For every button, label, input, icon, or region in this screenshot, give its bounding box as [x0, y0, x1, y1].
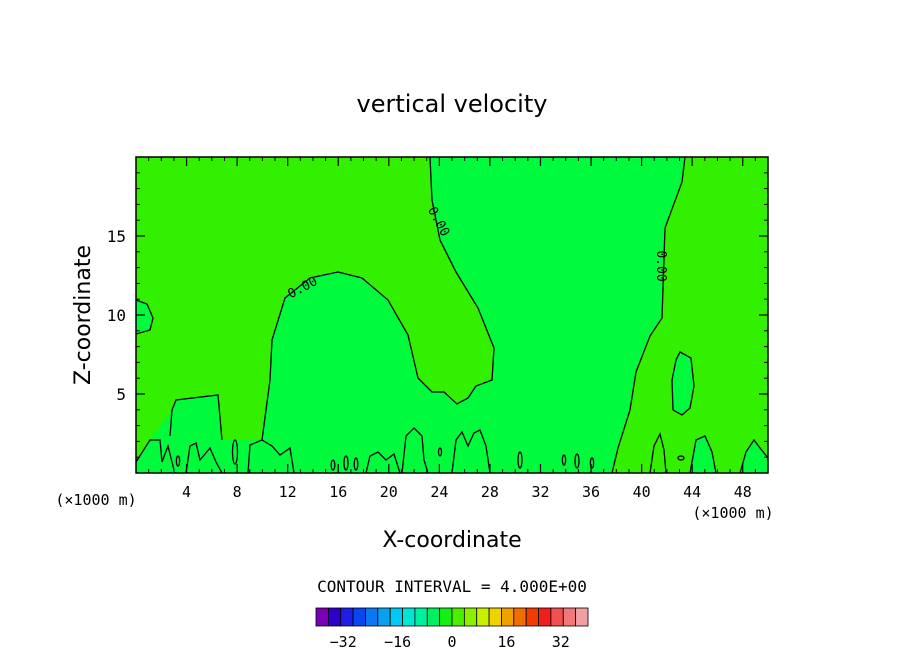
contour-line: [739, 438, 768, 473]
colorbar-swatch: [476, 607, 490, 627]
zero-contour-lines: [136, 157, 768, 473]
contour-line: [247, 439, 295, 473]
y-axis-label: Z-coordinate: [71, 245, 96, 385]
colorbar-swatch: [402, 607, 416, 627]
y-tick-label: 10: [107, 306, 126, 325]
x-tick-label: 24: [430, 483, 448, 501]
contour-line: [649, 432, 667, 473]
colorbar-swatch: [340, 607, 354, 627]
colorbar-swatch: [451, 607, 465, 627]
x-tick-label: 36: [582, 483, 600, 501]
colorbar-swatch: [501, 607, 515, 627]
colorbar-swatch: [562, 607, 577, 627]
x-tick-label: 20: [380, 483, 398, 501]
near-zero-blob: [672, 352, 694, 415]
contour-line: [561, 454, 567, 466]
contour-line: [671, 351, 695, 416]
colorbar-swatch: [488, 607, 502, 627]
contour-interval-label: CONTOUR INTERVAL = 4.000E+00: [317, 577, 587, 596]
colorbar-swatch: [352, 607, 366, 627]
contour-line: [611, 157, 686, 473]
colorbar-swatch: [575, 607, 589, 627]
near-zero-blob: [740, 440, 768, 473]
colorbar-swatch: [327, 607, 342, 627]
contour-line: [677, 455, 685, 461]
colorbar-tick-label: −32: [330, 633, 357, 651]
colorbar-tick-label: 0: [447, 633, 456, 651]
contour-line: [136, 299, 154, 335]
colorbar-tick-label: −16: [384, 633, 411, 651]
x-tick-label: 8: [233, 483, 242, 501]
contour-line: [169, 394, 223, 441]
colorbar-tick-label: 16: [497, 633, 515, 651]
colorbar-swatch: [513, 607, 527, 627]
colorbar-swatch: [389, 607, 403, 627]
chart-title: vertical velocity: [357, 90, 548, 118]
x-tick-label: 44: [683, 483, 701, 501]
contour-line: [401, 427, 429, 473]
contour-line: [231, 439, 239, 465]
contour-line: [365, 451, 401, 473]
colorbar-swatch: [365, 607, 379, 627]
colorbar-swatch: [538, 607, 552, 627]
colorbar: −32 −16 0 16 32: [315, 607, 589, 651]
colorbar-swatch: [439, 607, 453, 627]
x-unit-left: (×1000 m): [55, 491, 136, 509]
y-tick-label: 5: [116, 385, 126, 404]
contour-line: [689, 435, 717, 473]
x-tick-label: 4: [182, 483, 191, 501]
contour-line: [353, 457, 359, 471]
contour-line: [574, 453, 580, 469]
y-tick-label: 15: [107, 227, 126, 246]
contour-line: [589, 457, 595, 469]
colorbar-swatch: [377, 607, 391, 627]
contour-line: [175, 455, 181, 467]
colorbar-swatch: [426, 607, 441, 627]
near-zero-blob: [690, 436, 716, 473]
x-tick-label: 12: [279, 483, 297, 501]
colorbar-swatch: [414, 607, 428, 627]
x-axis-label: X-coordinate: [382, 528, 521, 553]
contour-line: [437, 447, 443, 457]
near-zero-region-center: [136, 157, 685, 473]
x-unit-right: (×1000 m): [692, 504, 773, 522]
contour-label: 0.00: [653, 250, 668, 281]
x-tick-label: 16: [329, 483, 347, 501]
contour-line: [517, 451, 523, 469]
x-tick-label: 48: [734, 483, 752, 501]
colorbar-swatch: [550, 607, 564, 627]
contour-line: [185, 442, 223, 473]
contour-line: [261, 157, 495, 441]
contour-line: [136, 439, 175, 471]
x-tick-label: 40: [633, 483, 651, 501]
x-tick-label: 32: [531, 483, 549, 501]
colorbar-swatch: [463, 607, 478, 627]
colorbar-swatch: [315, 607, 329, 627]
contour-line: [330, 459, 336, 471]
colorbar-tick-label: 32: [552, 633, 570, 651]
contour-line: [451, 429, 491, 473]
contour-line: [343, 455, 349, 471]
x-tick-label: 28: [481, 483, 499, 501]
colorbar-swatch: [525, 607, 539, 627]
